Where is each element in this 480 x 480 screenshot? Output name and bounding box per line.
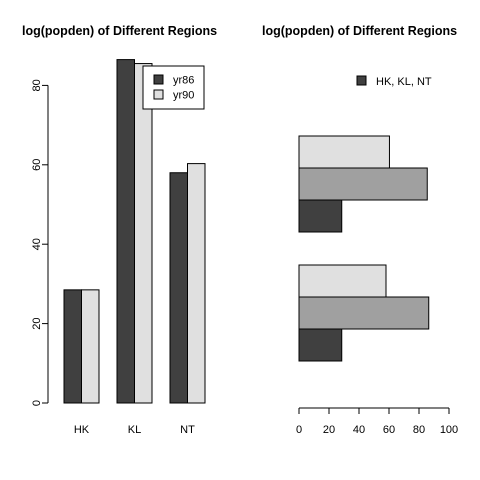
legend-label-yr90: yr90 — [173, 90, 194, 102]
x-tick-label: KL — [128, 424, 141, 436]
y-tick-label: 40 — [31, 238, 43, 250]
legend-swatch-yr90 — [153, 89, 164, 100]
legend-swatch — [356, 75, 367, 86]
x-tick-label: HK — [74, 424, 90, 436]
y-tick-label: 0 — [31, 400, 43, 406]
hbar-group2-seg3 — [298, 135, 390, 169]
legend-label-yr86: yr86 — [173, 75, 194, 87]
bar-yr90-NT — [187, 163, 206, 404]
left-x-labels: HK KL NT — [74, 424, 195, 436]
left-bars — [63, 59, 206, 404]
bar-yr86-KL — [116, 59, 135, 404]
y-tick-label: 60 — [31, 159, 43, 171]
legend-label: HK, KL, NT — [376, 76, 432, 88]
legend-box — [142, 65, 205, 110]
left-chart: log(popden) of Different Regions 0 20 40 60… — [22, 24, 217, 436]
y-tick-label: 80 — [31, 79, 43, 91]
bar-yr90-KL — [134, 63, 153, 404]
right-x-axis: 0 20 40 60 80 100 — [296, 407, 458, 436]
x-tick-label: 20 — [323, 424, 335, 436]
x-tick-label: 60 — [383, 424, 395, 436]
hbar-group2-seg1 — [298, 199, 343, 233]
hbar-group2-seg2 — [298, 167, 428, 201]
hbar-group1-seg3 — [298, 264, 387, 298]
x-tick-label: 40 — [353, 424, 365, 436]
right-chart: log(popden) of Different Regions 0 20 40 60… — [262, 24, 458, 436]
left-legend: yr86 yr90 — [142, 65, 205, 110]
x-tick-label: 80 — [413, 424, 425, 436]
bar-yr90-HK — [81, 289, 100, 404]
x-tick-label: NT — [180, 424, 195, 436]
y-tick-label: 20 — [31, 317, 43, 329]
legend-swatch-yr86 — [153, 74, 164, 85]
hbar-group1-seg2 — [298, 296, 430, 330]
right-chart-title: log(popden) of Different Regions — [262, 24, 457, 38]
x-tick-label: 0 — [296, 424, 302, 436]
bar-yr86-NT — [169, 172, 188, 404]
left-chart-title: log(popden) of Different Regions — [22, 24, 217, 38]
bar-yr86-HK — [63, 289, 82, 404]
right-bars — [298, 135, 430, 362]
left-y-axis: 0 20 40 60 80 — [31, 79, 49, 406]
right-legend: HK, KL, NT — [356, 75, 432, 88]
hbar-group1-seg1 — [298, 328, 343, 362]
x-tick-label: 100 — [440, 424, 458, 436]
